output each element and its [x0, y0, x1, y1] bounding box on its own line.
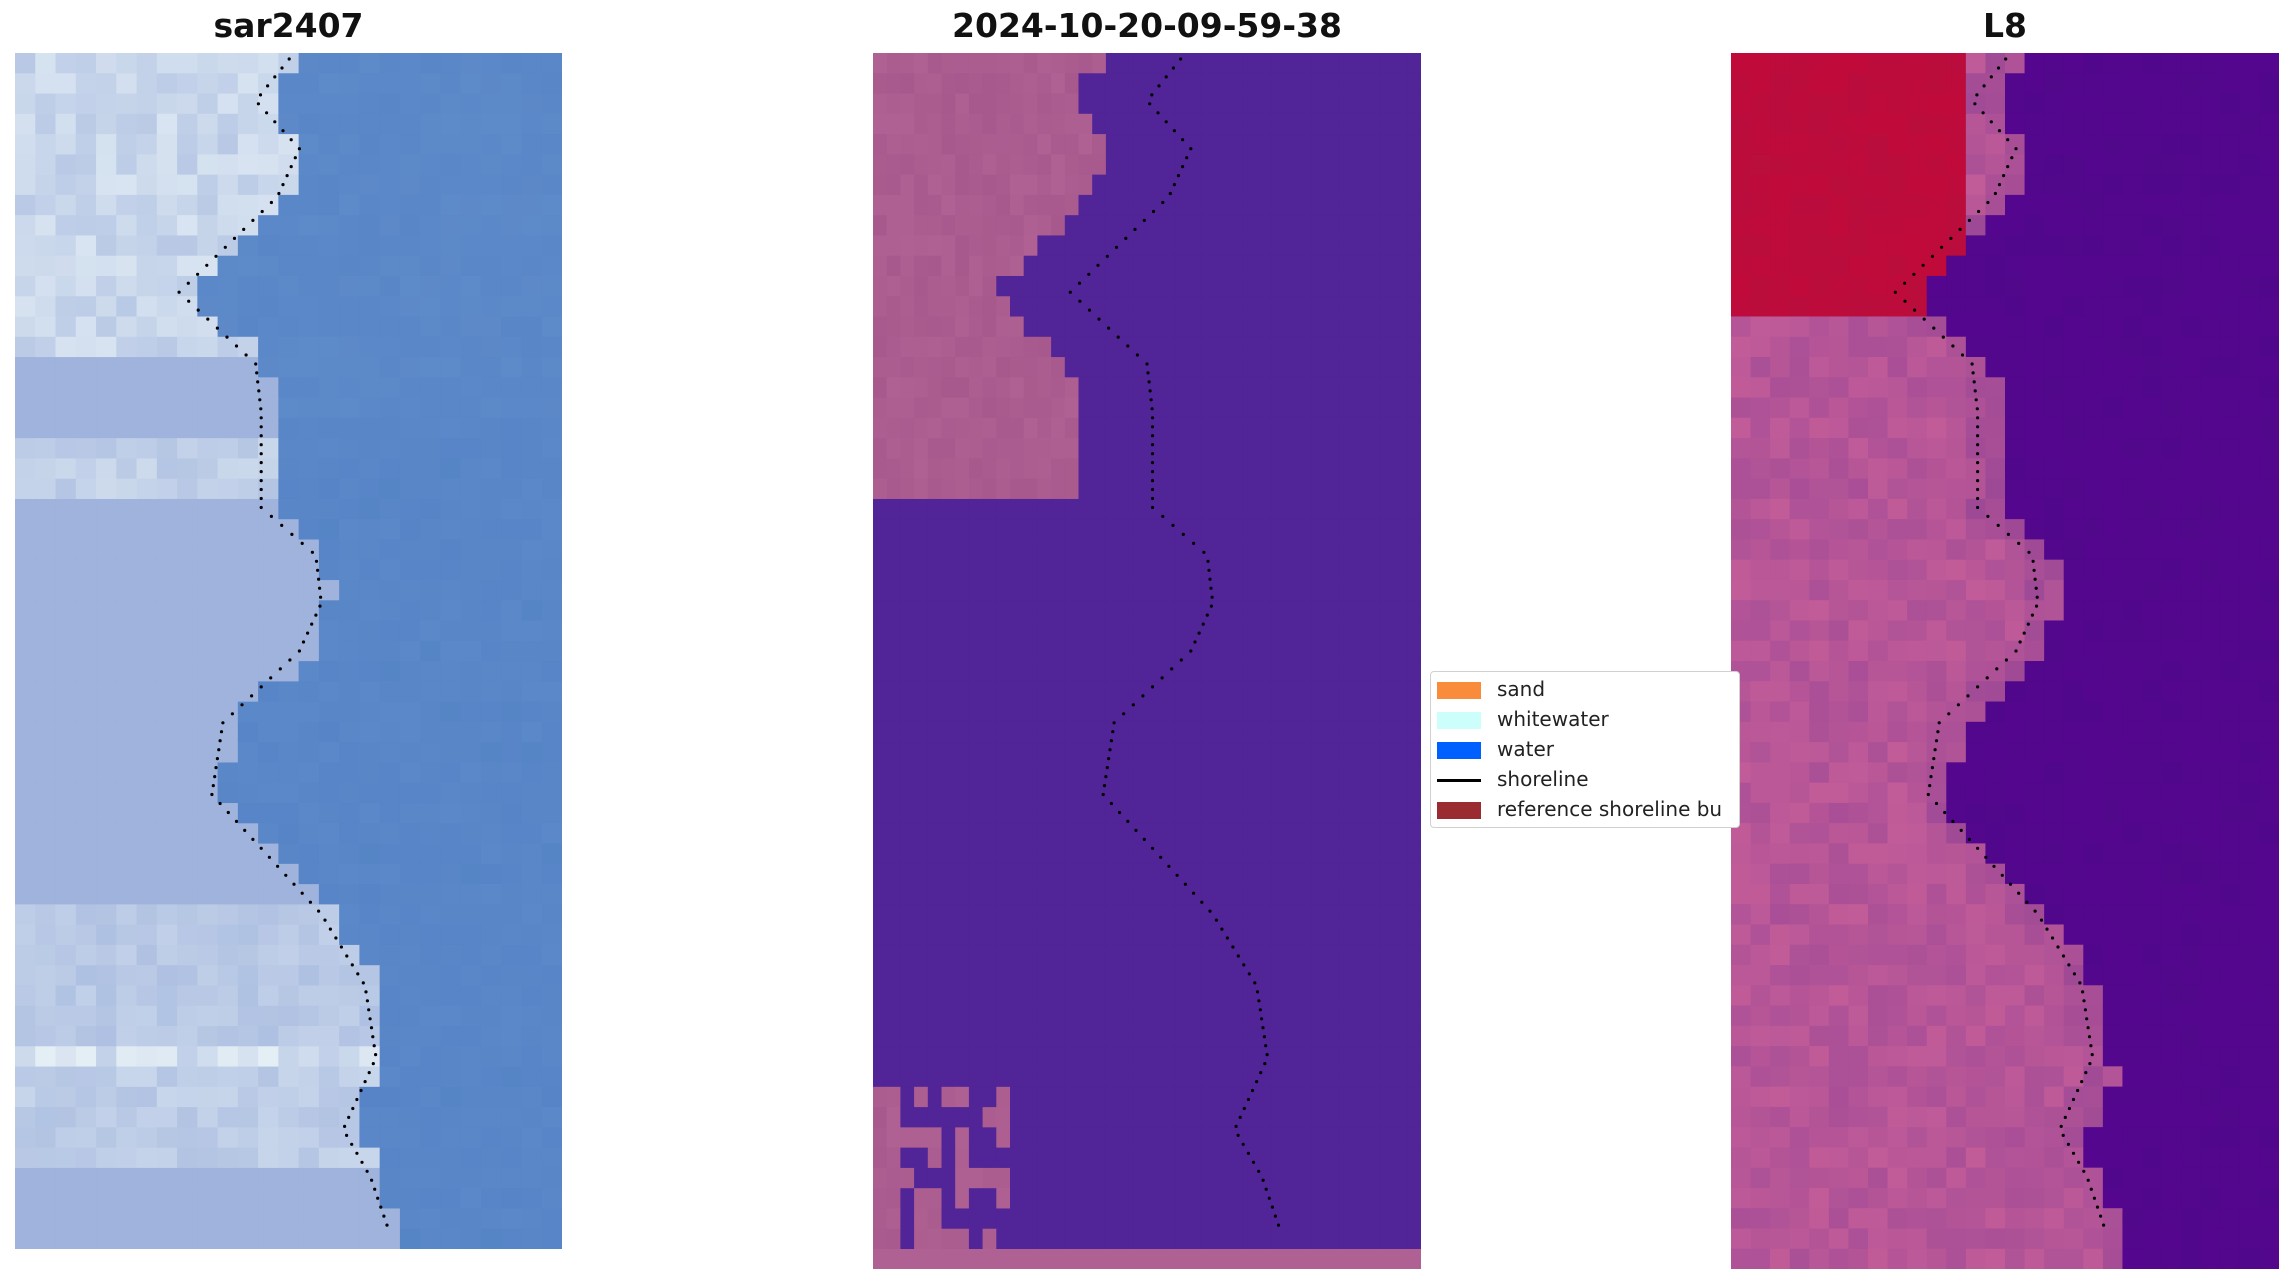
legend-label: water: [1497, 737, 1554, 761]
panel-title-index: L8: [1983, 6, 2027, 45]
reference-buffer-swatch-icon: [1437, 802, 1481, 819]
shoreline-line-icon: [1437, 779, 1481, 782]
bottom-strip: [873, 1249, 1421, 1269]
legend-label: sand: [1497, 677, 1546, 701]
legend: sand whitewater water shoreline referenc…: [1430, 671, 1740, 828]
legend-label: reference shoreline bu: [1497, 797, 1723, 821]
rgb-pixels: [15, 53, 562, 1249]
classified-pixels: [873, 53, 1421, 1250]
panel-title-classified: 2024-10-20-09-59-38: [952, 6, 1342, 45]
legend-item-reference-buffer: reference shoreline bu: [1431, 797, 1739, 821]
sand-swatch-icon: [1437, 682, 1481, 699]
shoreline-dots: [1893, 57, 2106, 1227]
water-swatch-icon: [1437, 742, 1481, 759]
shoreline-dots: [1068, 57, 1281, 1227]
rgb-image: [15, 53, 562, 1249]
legend-item-sand: sand: [1431, 677, 1739, 701]
legend-item-shoreline: shoreline: [1431, 767, 1739, 791]
legend-label: shoreline: [1497, 767, 1589, 791]
whitewater-swatch-icon: [1437, 712, 1481, 729]
index-image: [1731, 53, 2279, 1269]
shoreline-dots: [177, 57, 389, 1227]
legend-item-whitewater: whitewater: [1431, 707, 1739, 731]
index-pixels: [1731, 53, 2279, 1269]
legend-item-water: water: [1431, 737, 1739, 761]
classified-image: [873, 53, 1421, 1269]
legend-label: whitewater: [1497, 707, 1609, 731]
panel-title-rgb: sar2407: [213, 6, 364, 45]
